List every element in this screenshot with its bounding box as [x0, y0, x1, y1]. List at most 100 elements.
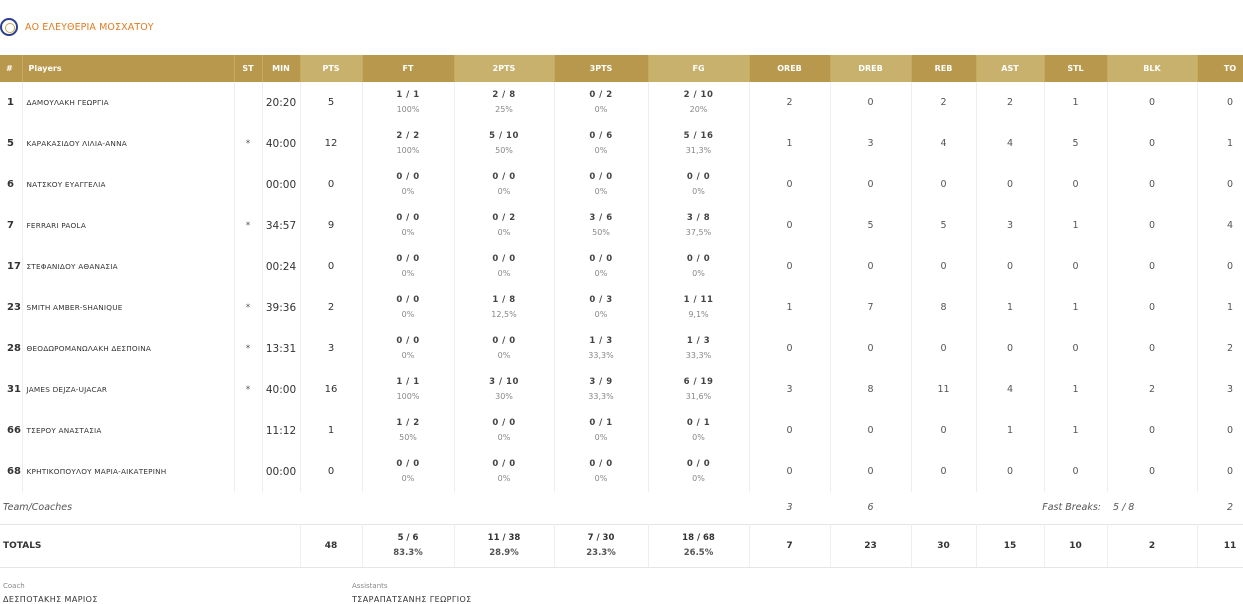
player-ft: 0 / 0 0%	[362, 328, 455, 369]
player-name-link[interactable]: JAMES DEJZA-UJACAR	[22, 369, 235, 410]
player-stl: 0	[1044, 246, 1108, 287]
player-blk: 0	[1107, 410, 1198, 451]
coach-name: ΔΕΣΠΟΤΑΚΗΣ ΜΑΡΙΟΣ	[3, 595, 98, 604]
player-minutes: 34:57	[262, 205, 301, 246]
player-blk: 0	[1107, 287, 1198, 328]
player-blk: 0	[1107, 82, 1198, 123]
player-name-link[interactable]: ΝΑΤΣΚΟΥ ΕΥΑΓΓΕΛΙΑ	[22, 164, 235, 205]
player-reb: 2	[911, 82, 977, 123]
totals-dreb: 23	[830, 523, 912, 568]
player-dreb: 8	[830, 369, 912, 410]
team-logo-icon	[0, 18, 18, 36]
player-2pts: 0 / 0 0%	[454, 164, 555, 205]
player-3pts: 3 / 6 50%	[554, 205, 649, 246]
player-fg: 0 / 0 0%	[648, 164, 750, 205]
player-to: 0	[1197, 82, 1243, 123]
table-row: 31 JAMES DEJZA-UJACAR * 40:00 16 1 / 1 100% 3 /…	[0, 369, 1243, 410]
player-fg: 0 / 1 0%	[648, 410, 750, 451]
player-ast: 0	[976, 451, 1045, 492]
col-header-stl[interactable]: STL	[1044, 55, 1108, 82]
player-number: 17	[0, 246, 23, 287]
col-header-to[interactable]: TO	[1197, 55, 1243, 82]
player-ft: 1 / 2 50%	[362, 410, 455, 451]
box-score-table: # Players ST MIN PTS FT 2PTS 3PTS FG ORE…	[0, 55, 1243, 568]
player-name-link[interactable]: ΚΡΗΤΙΚΟΠΟΥΛΟΥ ΜΑΡΙΑ-ΑΙΚΑΤΕΡΙΝΗ	[22, 451, 235, 492]
player-ast: 0	[976, 328, 1045, 369]
col-header-2pts[interactable]: 2PTS	[454, 55, 555, 82]
player-reb: 0	[911, 451, 977, 492]
player-2pts: 0 / 2 0%	[454, 205, 555, 246]
player-stl: 1	[1044, 205, 1108, 246]
table-row: 28 ΘΕΟΔΩΡΟΜΑΝΩΛΑΚΗ ΔΕΣΠΟΙΝΑ * 13:31 3 0 / 0 0%…	[0, 328, 1243, 369]
table-row: 7 FERRARI PAOLA * 34:57 9 0 / 0 0% 0 / 2 0% 3 / 6…	[0, 205, 1243, 246]
player-ast: 4	[976, 369, 1045, 410]
col-header-blk[interactable]: BLK	[1107, 55, 1198, 82]
player-minutes: 20:20	[262, 82, 301, 123]
col-header-number[interactable]: #	[0, 55, 23, 82]
player-oreb: 0	[749, 205, 831, 246]
player-stl: 0	[1044, 164, 1108, 205]
player-ft: 0 / 0 0%	[362, 164, 455, 205]
player-name-link[interactable]: ΔΑΜΟΥΛΑΚΗ ΓΕΩΡΓΙΑ	[22, 82, 235, 123]
player-points: 0	[300, 246, 363, 287]
starter-marker: *	[234, 205, 263, 246]
player-2pts: 0 / 0 0%	[454, 410, 555, 451]
player-number: 28	[0, 328, 23, 369]
player-name-link[interactable]: ΣΤΕΦΑΝΙΔΟΥ ΑΘΑΝΑΣΙΑ	[22, 246, 235, 287]
table-row: 1 ΔΑΜΟΥΛΑΚΗ ΓΕΩΡΓΙΑ 20:20 5 1 / 1 100% 2 / 8 25…	[0, 82, 1243, 123]
col-header-st[interactable]: ST	[234, 55, 263, 82]
starter-marker	[234, 82, 263, 123]
player-oreb: 0	[749, 451, 831, 492]
player-3pts: 0 / 2 0%	[554, 82, 649, 123]
player-oreb: 0	[749, 328, 831, 369]
player-reb: 4	[911, 123, 977, 164]
player-2pts: 1 / 8 12,5%	[454, 287, 555, 328]
col-header-dreb[interactable]: DREB	[830, 55, 912, 82]
player-fg: 5 / 16 31,3%	[648, 123, 750, 164]
col-header-fg[interactable]: FG	[648, 55, 750, 82]
totals-row: TOTALS 48 5 / 6 83.3% 11 / 38 28.9% 7 / 30…	[0, 523, 1243, 568]
player-name-link[interactable]: FERRARI PAOLA	[22, 205, 235, 246]
player-dreb: 0	[830, 410, 912, 451]
col-header-3pts[interactable]: 3PTS	[554, 55, 649, 82]
player-ast: 3	[976, 205, 1045, 246]
table-row: 23 SMITH AMBER-SHANIQUE * 39:36 2 0 / 0 0% 1 / …	[0, 287, 1243, 328]
player-2pts: 3 / 10 30%	[454, 369, 555, 410]
col-header-oreb[interactable]: OREB	[749, 55, 831, 82]
col-header-ast[interactable]: AST	[976, 55, 1045, 82]
player-name-link[interactable]: SMITH AMBER-SHANIQUE	[22, 287, 235, 328]
totals-fg: 18 / 68 26.5%	[648, 523, 750, 568]
player-to: 0	[1197, 410, 1243, 451]
player-reb: 0	[911, 164, 977, 205]
player-blk: 0	[1107, 123, 1198, 164]
player-blk: 0	[1107, 328, 1198, 369]
col-header-pts[interactable]: PTS	[300, 55, 363, 82]
player-points: 0	[300, 451, 363, 492]
col-header-ft[interactable]: FT	[362, 55, 455, 82]
col-header-reb[interactable]: REB	[911, 55, 977, 82]
col-header-min[interactable]: MIN	[262, 55, 301, 82]
player-reb: 0	[911, 328, 977, 369]
starter-marker: *	[234, 123, 263, 164]
player-points: 16	[300, 369, 363, 410]
team-name[interactable]: ΑΟ ΕΛΕΥΘΕΡΙΑ ΜΟΣΧΑΤΟΥ	[25, 21, 154, 33]
player-ft: 1 / 1 100%	[362, 82, 455, 123]
col-header-players[interactable]: Players	[22, 55, 235, 82]
player-number: 66	[0, 410, 23, 451]
player-fg: 2 / 10 20%	[648, 82, 750, 123]
player-ft: 0 / 0 0%	[362, 287, 455, 328]
player-2pts: 0 / 0 0%	[454, 451, 555, 492]
player-dreb: 0	[830, 164, 912, 205]
table-row: 68 ΚΡΗΤΙΚΟΠΟΥΛΟΥ ΜΑΡΙΑ-ΑΙΚΑΤΕΡΙΝΗ 00:00 0 0 …	[0, 451, 1243, 492]
player-number: 23	[0, 287, 23, 328]
coach-label: Coach	[3, 582, 25, 590]
player-minutes: 11:12	[262, 410, 301, 451]
player-ast: 1	[976, 410, 1045, 451]
player-name-link[interactable]: ΚΑΡΑΚΑΣΙΔΟΥ ΛΙΛΙΑ-ΑΝΝΑ	[22, 123, 235, 164]
player-number: 6	[0, 164, 23, 205]
player-name-link[interactable]: ΤΣΕΡΟΥ ΑΝΑΣΤΑΣΙΑ	[22, 410, 235, 451]
team-header: ΑΟ ΕΛΕΥΘΕΡΙΑ ΜΟΣΧΑΤΟΥ	[0, 14, 154, 40]
player-fg: 6 / 19 31,6%	[648, 369, 750, 410]
player-3pts: 0 / 0 0%	[554, 164, 649, 205]
player-name-link[interactable]: ΘΕΟΔΩΡΟΜΑΝΩΛΑΚΗ ΔΕΣΠΟΙΝΑ	[22, 328, 235, 369]
